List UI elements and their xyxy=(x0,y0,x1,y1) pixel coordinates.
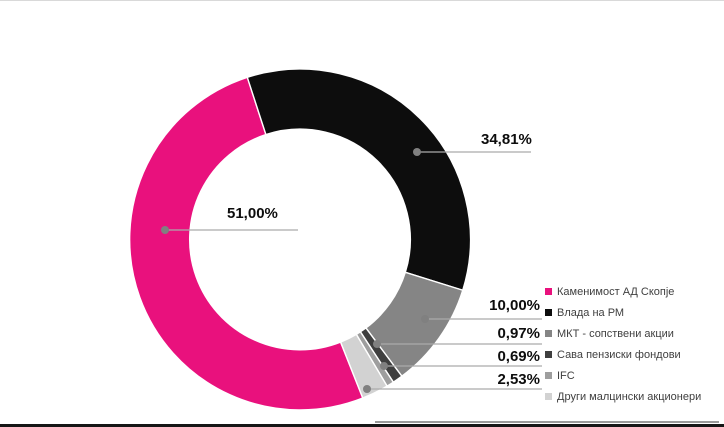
legend-label-kamenimost: Каменимост АД Скопје xyxy=(557,285,675,298)
legend-label-drugi: Други малцински акционери xyxy=(557,390,702,403)
leader-dot-5 xyxy=(363,385,371,393)
pie-slice-0 xyxy=(128,76,364,411)
bottom-divider-gray xyxy=(375,421,719,423)
data-label-mkt: 10,00% xyxy=(489,297,540,314)
legend-swatch-vlada xyxy=(545,309,552,316)
data-label-kamenimost: 51,00% xyxy=(227,205,278,222)
data-label-drugi: 2,53% xyxy=(497,371,540,388)
legend-swatch-kamenimost xyxy=(545,288,552,295)
legend-swatch-drugi xyxy=(545,393,552,400)
legend-label-sava: Сава пензиски фондови xyxy=(557,348,681,361)
legend-label-vlada: Влада на РМ xyxy=(557,306,625,319)
legend-label-ifc: IFC xyxy=(557,369,575,382)
leader-dot-3 xyxy=(373,340,381,348)
legend-item-drugi: Други малцински акционери xyxy=(545,386,701,407)
legend-label-mkt: МКТ - сопствени акции xyxy=(557,327,674,340)
leader-dot-1 xyxy=(413,148,421,156)
data-label-vlada: 34,81% xyxy=(481,131,532,148)
legend-item-mkt: МКТ - сопствени акции xyxy=(545,323,701,344)
legend-item-vlada: Влада на РМ xyxy=(545,302,701,323)
legend-item-ifc: IFC xyxy=(545,365,701,386)
chart-legend: Каменимост АД Скопје Влада на РМ МКТ - с… xyxy=(545,281,701,407)
legend-item-kamenimost: Каменимост АД Скопје xyxy=(545,281,701,302)
leader-dot-2 xyxy=(421,315,429,323)
bottom-border-black xyxy=(0,424,724,427)
page-top-border xyxy=(0,0,724,1)
legend-swatch-sava xyxy=(545,351,552,358)
leader-dot-4 xyxy=(380,362,388,370)
leader-dot-0 xyxy=(161,226,169,234)
legend-swatch-ifc xyxy=(545,372,552,379)
data-label-ifc: 0,69% xyxy=(497,348,540,365)
legend-swatch-mkt xyxy=(545,330,552,337)
pie-slice-5 xyxy=(339,333,388,399)
data-label-sava: 0,97% xyxy=(497,325,540,342)
pie-slice-1 xyxy=(246,68,472,291)
legend-item-sava: Сава пензиски фондови xyxy=(545,344,701,365)
